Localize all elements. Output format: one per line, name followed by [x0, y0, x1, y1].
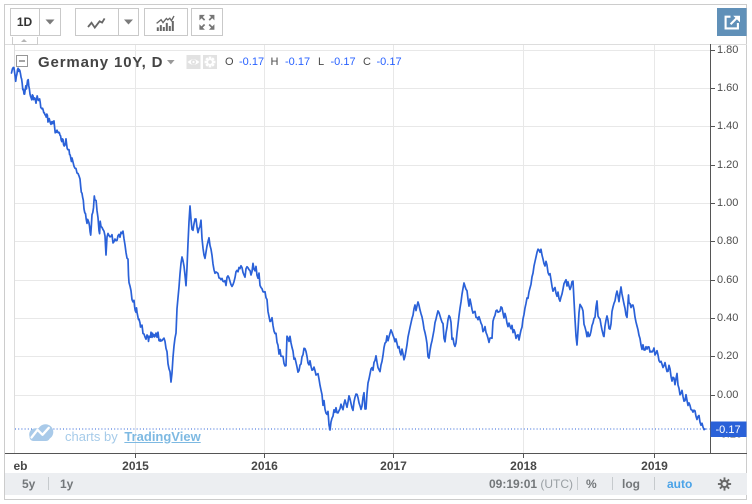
svg-text:-0.17: -0.17	[716, 424, 741, 436]
